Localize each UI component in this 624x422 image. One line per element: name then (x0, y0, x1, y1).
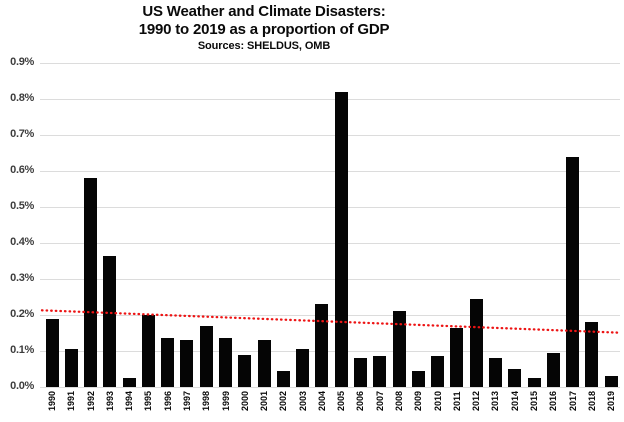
x-axis-tick-label: 2013 (490, 391, 501, 412)
x-axis-tick-label: 1996 (162, 391, 173, 412)
x-axis-tick-label: 1994 (124, 391, 135, 412)
x-axis-tick-label: 2016 (548, 391, 559, 412)
x-axis-tick-label: 2007 (374, 391, 385, 412)
y-axis-tick-label: 0.8% (10, 92, 34, 104)
x-axis-tick-label: 1995 (143, 391, 154, 412)
y-axis-tick-label: 0.9% (10, 56, 34, 68)
x-axis-tick-label: 1991 (66, 391, 77, 412)
chart-title-line-1: US Weather and Climate Disasters: (142, 3, 386, 20)
x-axis-tick-label: 2019 (606, 391, 617, 412)
x-axis-tick-label: 2005 (336, 391, 347, 412)
bar-2011 (450, 327, 464, 387)
bar-1998 (199, 325, 213, 387)
bar-1993 (103, 255, 117, 387)
x-axis-tick-label: 2015 (529, 391, 539, 412)
x-axis-tick-label: 2017 (567, 391, 578, 412)
bar-1997 (180, 340, 194, 387)
x-axis-tick-label: 2008 (394, 391, 405, 412)
bar-2004 (315, 304, 329, 387)
chart-title-line-2: 1990 to 2019 as a proportion of GDP (138, 21, 390, 38)
bar-2015 (527, 378, 541, 387)
gridline (40, 242, 620, 244)
x-axis-tick-label: 2009 (413, 391, 424, 412)
x-axis-tick-label: 2010 (432, 391, 443, 412)
bar-2017 (566, 156, 580, 387)
bar-2010 (431, 356, 445, 387)
x-axis-tick-label: 2001 (259, 391, 270, 412)
x-axis-tick-label: 2018 (586, 391, 597, 412)
y-axis-tick-label: 0.6% (10, 164, 34, 176)
gridline (40, 170, 620, 172)
x-axis-tick-label: 1993 (104, 391, 115, 412)
bar-2012 (469, 298, 483, 387)
x-axis-tick-label: 2002 (278, 391, 289, 412)
x-axis-tick-label: 1997 (181, 391, 192, 412)
gridline (40, 314, 620, 316)
bar-1992 (84, 178, 98, 387)
x-axis-tick-label: 1990 (47, 391, 57, 412)
x-axis-tick-label: 2003 (297, 391, 308, 412)
chart-sources-subtitle: Sources: SHELDUS, OMB (197, 40, 331, 52)
gridline (40, 62, 620, 64)
y-axis-tick-label: 0.3% (10, 272, 34, 284)
bar-2008 (392, 311, 406, 387)
x-axis-tick-label: 2014 (509, 391, 520, 412)
x-axis-tick-label: 2006 (355, 391, 366, 412)
x-axis-tick-label: 2004 (316, 391, 327, 412)
bar-2016 (546, 352, 560, 387)
gridline (40, 278, 620, 280)
y-axis-tick-label: 0.1% (10, 344, 34, 356)
x-axis-tick-label: 2012 (471, 391, 482, 412)
gridline (40, 386, 620, 388)
y-axis-tick-label: 0.5% (10, 200, 34, 212)
bar-2014 (508, 369, 522, 387)
bar-2007 (373, 356, 387, 387)
y-axis-tick-label: 0.4% (10, 236, 34, 248)
y-axis-tick-label: 0.0% (10, 380, 34, 392)
gridline (40, 206, 620, 208)
bar-2019 (604, 376, 618, 387)
gridline (40, 98, 620, 100)
y-axis-tick-label: 0.2% (10, 308, 34, 320)
bar-2000 (238, 354, 252, 387)
y-axis-labels: 0.0% 0.1% 0.2% 0.3% 0.4% 0.5% 0.6% 0.7% 0.8% 0.9% (0, 56, 36, 392)
gridline (40, 134, 620, 136)
x-axis-tick-label: 2011 (451, 391, 462, 411)
bar-2005 (334, 91, 348, 387)
plot-area (40, 62, 620, 388)
x-axis-tick-label: 1998 (201, 391, 212, 412)
bar-1991 (64, 349, 78, 387)
x-axis-tick-label: 2000 (239, 391, 250, 412)
bar-2018 (585, 322, 599, 387)
bar-2003 (296, 349, 310, 387)
x-axis-labels: 1990 1991 1992 1993 1994 1995 1996 1997 1998 1999… (40, 391, 620, 421)
y-axis-tick-label: 0.7% (10, 128, 34, 140)
bar-1996 (161, 338, 175, 387)
bar-2002 (276, 370, 290, 387)
bar-2001 (257, 340, 271, 387)
bar-1994 (122, 378, 136, 387)
x-axis-tick-label: 1999 (220, 391, 231, 412)
bar-2006 (353, 358, 367, 387)
bar-1995 (141, 315, 155, 387)
gridline (40, 350, 620, 352)
bar-1999 (219, 338, 233, 387)
trendline (40, 309, 620, 334)
x-axis-tick-label: 1992 (85, 391, 96, 412)
bar-2013 (488, 358, 502, 387)
bar-2009 (411, 370, 425, 387)
bar-1990 (45, 318, 59, 387)
chart-title-block: US Weather and Climate Disasters: 1990 t… (0, 3, 528, 53)
